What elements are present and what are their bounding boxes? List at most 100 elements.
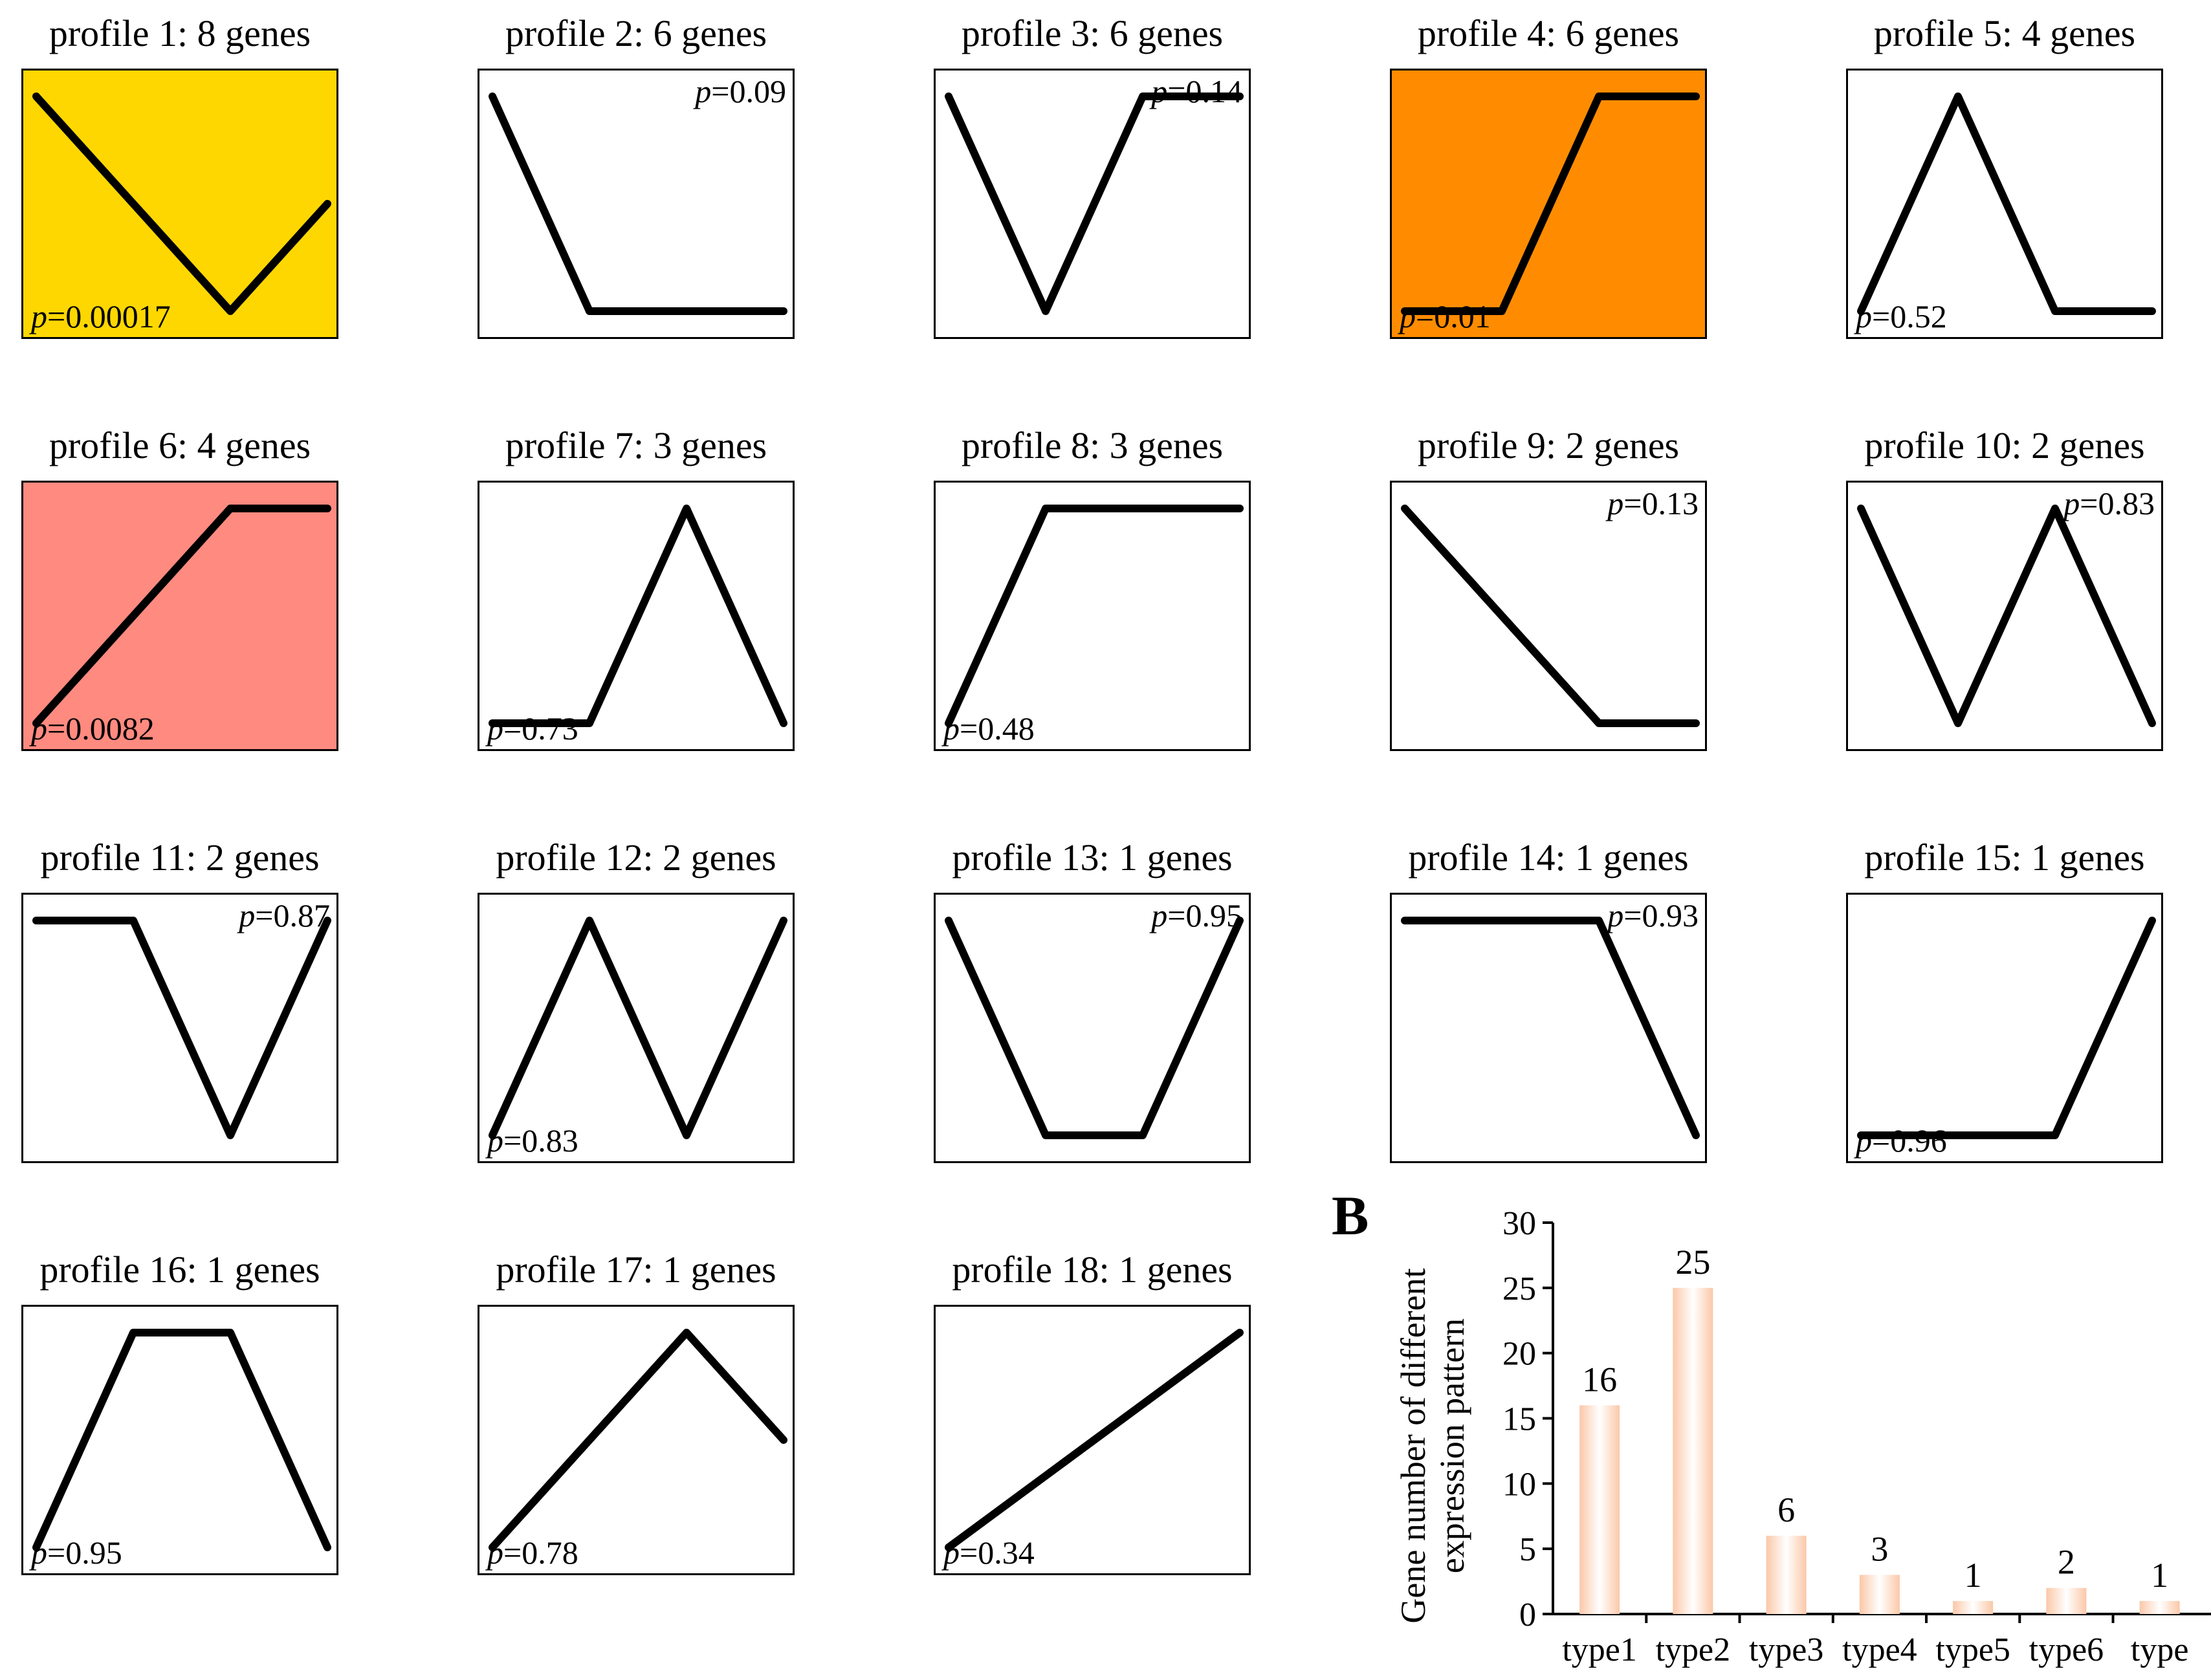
p-symbol: p (695, 73, 712, 109)
p-symbol: p (31, 1534, 47, 1571)
profile-3: profile 3: 6 genes p=0.14 (934, 13, 1251, 339)
p-symbol: p (487, 1534, 503, 1571)
profile-18: profile 18: 1 genes p=0.34 (934, 1249, 1251, 1575)
profile-title: profile 12: 2 genes (496, 836, 776, 878)
profile-2: profile 2: 6 genes p=0.09 (478, 12, 795, 339)
y-tick-label: 5 (1519, 1531, 1536, 1568)
trend-plot (489, 917, 787, 1139)
trend-plot (32, 917, 331, 1139)
trend-plot (945, 505, 1244, 727)
profile-title: profile 11: 2 genes (40, 836, 320, 878)
trend-plot (945, 917, 1244, 1139)
profile-1: profile 1: 8 genes p=0.00017 (21, 12, 338, 339)
profile-panel: p=0.34 (934, 1305, 1251, 1575)
y-axis-label-line2: expression pattern (1433, 1318, 1471, 1573)
trend-plot (945, 93, 1244, 315)
profile-panel: p=0.83 (478, 893, 795, 1163)
trend-line (489, 505, 787, 727)
p-value: p=0.52 (1856, 300, 1947, 333)
p-symbol: p (1856, 298, 1872, 334)
y-tick-label: 10 (1502, 1466, 1536, 1503)
p-symbol: p (943, 1534, 960, 1571)
trend-line (1857, 93, 2156, 315)
p-value-number: =0.78 (503, 1534, 578, 1571)
profile-16: profile 16: 1 genes p=0.95 (21, 1249, 338, 1575)
profile-11: profile 11: 2 genes p=0.87 (21, 836, 338, 1163)
p-value-number: =0.01 (1416, 298, 1491, 334)
profile-panel: p=0.78 (478, 1305, 795, 1575)
profile-title: profile 13: 1 genes (952, 836, 1233, 878)
profile-14: profile 14: 1 genes p=0.93 (1390, 836, 1707, 1163)
trend-plot (1857, 505, 2156, 727)
profile-title: profile 17: 1 genes (496, 1249, 776, 1291)
x-tick-label: type1 (1562, 1631, 1637, 1668)
profile-17: profile 17: 1 genes p=0.78 (478, 1249, 795, 1575)
bar-data-label: 25 (1675, 1243, 1710, 1282)
trend-line (945, 93, 1244, 315)
profile-10: profile 10: 2 genes p=0.83 (1846, 425, 2163, 751)
bar-type (2139, 1600, 2180, 1614)
p-symbol: p (239, 897, 256, 933)
p-symbol: p (2063, 485, 2080, 521)
profile-title: profile 4: 6 genes (1417, 12, 1680, 54)
chart-bars: 16 type1 25 type2 6 type3 3 type4 1 type5 2 type6 1 t… (1562, 1243, 2188, 1668)
profile-6: profile 6: 4 genes p=0.0082 (21, 424, 338, 751)
profile-panel: p=0.95 (934, 893, 1251, 1163)
p-value: p=0.93 (1607, 899, 1699, 932)
p-value: p=0.09 (695, 74, 786, 108)
chart-axes: 0 5 10 15 20 25 30 (1502, 1205, 2211, 1633)
p-symbol: p (487, 710, 503, 747)
p-value-number: =0.73 (503, 710, 578, 747)
trend-line (489, 1329, 787, 1551)
bar-type1 (1579, 1405, 1620, 1614)
bar-type3 (1766, 1536, 1807, 1614)
trend-line (32, 505, 331, 727)
profile-title: profile 1: 8 genes (49, 12, 311, 54)
profile-title: profile 14: 1 genes (1408, 836, 1689, 878)
trend-line (489, 93, 787, 315)
trend-line (1401, 917, 1700, 1139)
profile-panel: p=0.14 (934, 69, 1251, 339)
profile-panel: p=0.96 (1846, 893, 2163, 1163)
profile-panel: p=0.52 (1846, 69, 2163, 339)
profile-title: profile 7: 3 genes (505, 424, 767, 466)
p-value-number: =0.09 (711, 73, 786, 109)
p-symbol: p (31, 298, 47, 334)
trend-line (945, 917, 1244, 1139)
panel-label-b: B (1332, 1184, 1369, 1247)
p-value-number: =0.87 (255, 897, 330, 933)
trend-line (32, 917, 331, 1139)
p-value-number: =0.95 (1167, 897, 1242, 933)
bar-data-label: 3 (1871, 1530, 1888, 1569)
p-value-number: =0.83 (2080, 485, 2155, 521)
y-tick-label: 0 (1519, 1597, 1536, 1633)
trend-line (32, 93, 331, 315)
p-value: p=0.00017 (31, 300, 171, 333)
profile-panel: p=0.13 (1390, 481, 1707, 751)
x-tick-label: type3 (1749, 1631, 1824, 1668)
p-value: p=0.0082 (31, 712, 155, 745)
p-value-number: =0.00017 (47, 298, 171, 334)
profile-title: profile 8: 3 genes (961, 424, 1224, 466)
profile-panel: p=0.48 (934, 481, 1251, 751)
x-tick-label: type6 (2029, 1631, 2104, 1668)
profile-title: profile 15: 1 genes (1864, 836, 2145, 878)
trend-line (945, 505, 1244, 727)
profile-panel: p=0.09 (478, 69, 795, 339)
profile-title: profile 16: 1 genes (39, 1249, 320, 1291)
profile-panel: p=0.83 (1846, 481, 2163, 751)
p-value-number: =0.48 (960, 710, 1035, 747)
bar-type4 (1859, 1575, 1900, 1614)
p-value: p=0.01 (1400, 300, 1491, 333)
p-value: p=0.87 (239, 899, 330, 932)
profile-title: profile 9: 2 genes (1417, 424, 1680, 466)
p-value-number: =0.14 (1167, 73, 1242, 109)
p-value-number: =0.34 (960, 1534, 1035, 1571)
profile-title: profile 2: 6 genes (505, 12, 767, 54)
p-symbol: p (31, 710, 47, 747)
p-symbol: p (943, 710, 960, 747)
trend-plot (1857, 93, 2156, 315)
p-value: p=0.78 (487, 1536, 578, 1569)
profile-title: profile 6: 4 genes (49, 424, 311, 466)
trend-plot (489, 1329, 787, 1551)
